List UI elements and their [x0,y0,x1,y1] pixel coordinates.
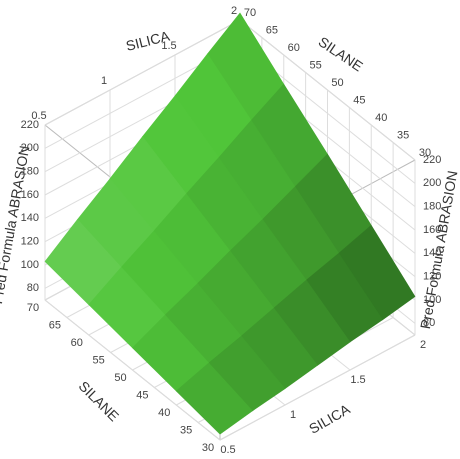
y-tick-label: 70 [27,302,39,314]
y-tick-label: 35 [397,129,409,141]
y-tick-label: 55 [310,59,322,71]
x-tick-label: 1.5 [161,40,176,52]
y-tick-label: 35 [180,424,192,436]
grid-line [44,19,241,126]
z-tick-label: 220 [21,119,39,131]
z-tick-label: 160 [21,189,39,201]
z-tick-label: 100 [423,294,441,306]
y-tick-label: 45 [353,94,365,106]
y-tick-label: 40 [375,112,387,124]
y-tick-label: 40 [158,407,170,419]
grid-line [219,334,416,441]
x-axis-title-bottom: SILICA [306,401,353,437]
x-tick-label: 0.5 [220,444,235,456]
z-tick-label: 120 [423,271,441,283]
x-tick-label: 1 [101,75,107,87]
y-tick-label: 30 [202,442,214,454]
z-tick-label: 180 [423,201,441,213]
surface-patch [175,362,253,435]
x-tick-label: 1 [290,409,296,421]
z-tick-label: 200 [21,142,39,154]
y-tick-label: 70 [244,7,256,19]
y-tick-label: 65 [266,24,278,36]
x-tick-label: 2 [231,5,237,17]
y-tick-label: 60 [288,42,300,54]
z-tick-label: 80 [27,282,39,294]
y-tick-label: 50 [331,77,343,89]
y-tick-label: 45 [136,389,148,401]
z-tick-label: 140 [21,212,39,224]
y-axis-title-bottom: SILANE [76,378,123,425]
y-tick-label: 30 [419,147,431,159]
z-tick-label: 160 [423,224,441,236]
z-tick-label: 180 [21,166,39,178]
y-axis-title: SILANE [316,33,366,74]
z-tick-label: 120 [21,236,39,248]
z-tick-label: 140 [423,247,441,259]
y-tick-label: 50 [114,372,126,384]
z-tick-label: 100 [21,259,39,271]
x-tick-label: 1.5 [350,374,365,386]
z-tick-label: 80 [423,317,435,329]
x-tick-label: 2 [420,339,426,351]
y-tick-label: 55 [93,354,105,366]
y-tick-label: 60 [71,337,83,349]
z-tick-label: 200 [423,177,441,189]
x-tick-label: 0.5 [31,110,46,122]
y-tick-label: 65 [49,319,61,331]
z-tick-label: 220 [423,154,441,166]
